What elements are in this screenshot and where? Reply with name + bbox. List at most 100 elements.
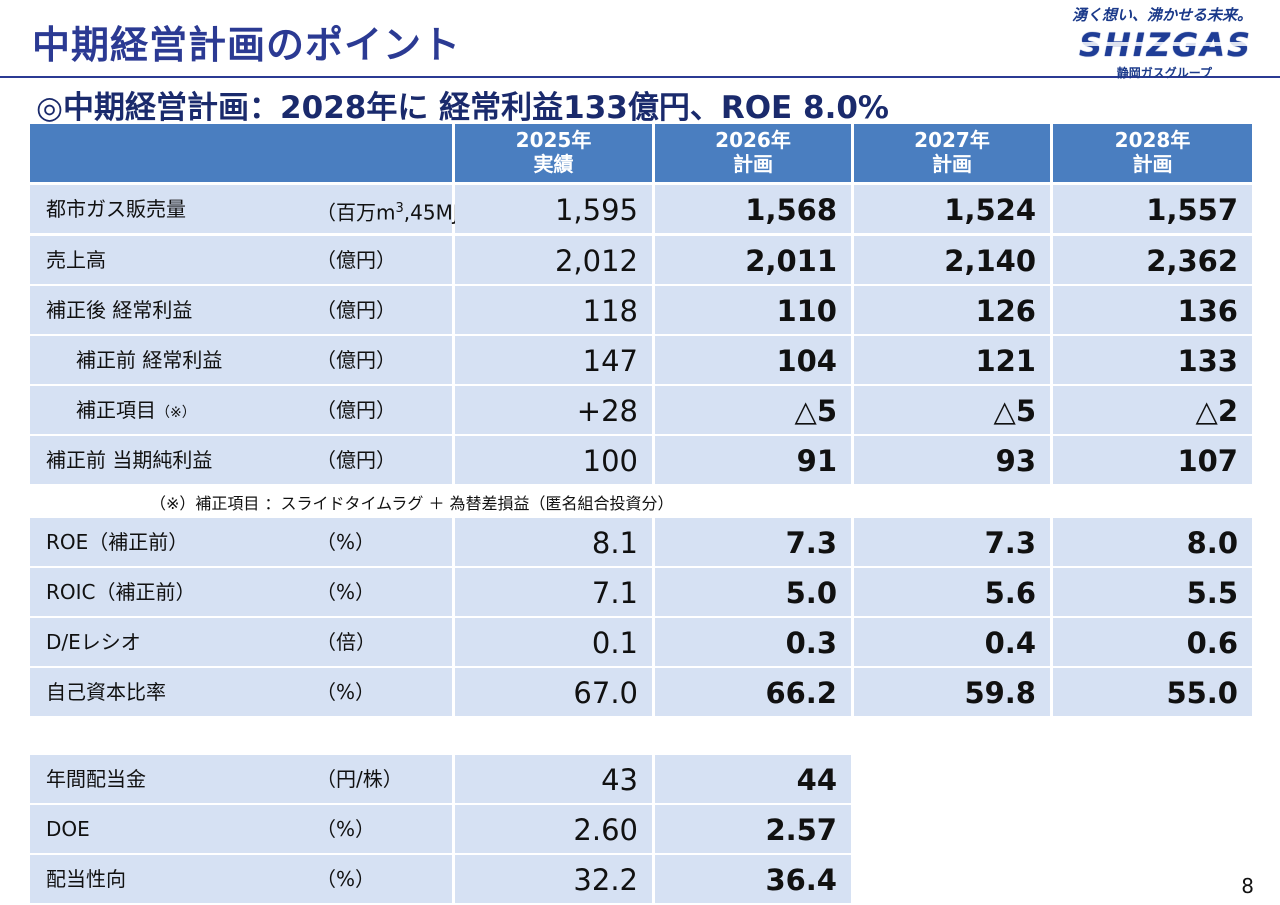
header-col-2025: 2025年 実績 — [455, 124, 652, 182]
value-2025: 1,595 — [455, 185, 652, 233]
value-2027: 2,140 — [854, 236, 1050, 284]
value-2028: 2,362 — [1053, 236, 1252, 284]
row-label: DOE — [46, 817, 90, 841]
value-2026: 91 — [655, 436, 851, 484]
value-2026: 1,568 — [655, 185, 851, 233]
row-label: ROIC（補正前） — [46, 580, 196, 604]
row-unit: （円/株） — [316, 767, 403, 791]
row-label-cell: 自己資本比率 （%） — [30, 668, 452, 716]
title-underline — [0, 76, 1280, 78]
slide-title: 中期経営計画のポイント — [32, 23, 462, 67]
row-label: 年間配当金 — [46, 767, 146, 791]
value-2028: 107 — [1053, 436, 1252, 484]
value-2028: △2 — [1053, 386, 1252, 434]
row-label-cell: 配当性向 （%） — [30, 855, 452, 903]
value-2028: 1,557 — [1053, 185, 1252, 233]
value-2027: △5 — [854, 386, 1050, 434]
value-2025: 118 — [455, 286, 652, 334]
value-2026: 110 — [655, 286, 851, 334]
header-year: 2027年 — [914, 128, 990, 152]
value-2027: 93 — [854, 436, 1050, 484]
value-2027: 0.4 — [854, 618, 1050, 666]
row-label-cell: ROE（補正前） （%） — [30, 518, 452, 566]
header-col-2027: 2027年 計画 — [854, 124, 1050, 182]
header-year: 2026年 — [715, 128, 791, 152]
row-label-cell: 補正項目（※） （億円） — [30, 386, 452, 434]
row-label: 補正前 経常利益 — [76, 348, 223, 372]
row-label-cell: 補正前 経常利益 （億円） — [30, 336, 452, 384]
value-2025: 2.60 — [455, 805, 652, 853]
value-2025: 100 — [455, 436, 652, 484]
header-blank — [30, 124, 452, 182]
value-2025: 147 — [455, 336, 652, 384]
row-unit: （億円） — [316, 348, 396, 372]
logo-stripe — [1060, 42, 1248, 46]
row-label: 補正項目 — [76, 398, 156, 422]
row-label: ROE（補正前） — [46, 530, 189, 554]
row-unit: （億円） — [316, 298, 396, 322]
row-label: 補正前 当期純利益 — [46, 448, 213, 472]
value-2025: 0.1 — [455, 618, 652, 666]
value-2027: 126 — [854, 286, 1050, 334]
value-2026: 7.3 — [655, 518, 851, 566]
header-year: 2025年 — [515, 128, 592, 152]
slide-subtitle: ◎中期経営計画：2028年に 経常利益133億円、ROE 8.0% — [36, 90, 889, 126]
value-2028: 133 — [1053, 336, 1252, 384]
row-label: 補正後 経常利益 — [46, 298, 193, 322]
row-unit: （億円） — [316, 248, 396, 272]
row-label-cell: 補正後 経常利益 （億円） — [30, 286, 452, 334]
value-2025: +28 — [455, 386, 652, 434]
value-2027: 59.8 — [854, 668, 1050, 716]
header-col-2026: 2026年 計画 — [655, 124, 851, 182]
row-unit: （億円） — [316, 398, 396, 422]
value-2028: 136 — [1053, 286, 1252, 334]
value-2027: 1,524 — [854, 185, 1050, 233]
row-label-cell: 補正前 当期純利益 （億円） — [30, 436, 452, 484]
row-label: 都市ガス販売量 — [46, 197, 186, 221]
value-2026: 104 — [655, 336, 851, 384]
row-unit: （億円） — [316, 448, 396, 472]
row-label-cell: ROIC（補正前） （%） — [30, 568, 452, 616]
row-label: 売上高 — [46, 248, 106, 272]
value-2027: 5.6 — [854, 568, 1050, 616]
row-unit: （%） — [316, 580, 376, 604]
value-2026: 0.3 — [655, 618, 851, 666]
logo-tagline: 湧く想い、沸かせる未来。 — [1071, 6, 1252, 24]
footnote: （※）補正項目 ：スライドタイムラグ ＋ 為替差損益（匿名組合投資分） — [150, 494, 674, 513]
value-2027: 7.3 — [854, 518, 1050, 566]
header-col-2028: 2028年 計画 — [1053, 124, 1252, 182]
header-kind: 計画 — [1132, 152, 1173, 176]
value-2026: 36.4 — [655, 855, 851, 903]
row-label-cell: D/Eレシオ （倍） — [30, 618, 452, 666]
value-2025: 67.0 — [455, 668, 652, 716]
header-kind: 実績 — [533, 152, 574, 176]
row-unit: （%） — [316, 680, 376, 704]
row-label: 自己資本比率 — [46, 680, 166, 704]
row-label: D/Eレシオ — [46, 630, 141, 654]
row-unit: （%） — [316, 867, 376, 891]
value-2025: 8.1 — [455, 518, 652, 566]
value-2026: 2,011 — [655, 236, 851, 284]
value-2028: 0.6 — [1053, 618, 1252, 666]
value-2027: 121 — [854, 336, 1050, 384]
header-year: 2028年 — [1114, 128, 1191, 152]
row-label-cell: DOE （%） — [30, 805, 452, 853]
row-unit: （%） — [316, 530, 376, 554]
value-2026: 2.57 — [655, 805, 851, 853]
company-logo: 湧く想い、沸かせる未来。 SHIZGAS 静岡ガスグループ — [1052, 4, 1252, 80]
value-2026: 44 — [655, 755, 851, 803]
value-2026: 66.2 — [655, 668, 851, 716]
value-2026: △5 — [655, 386, 851, 434]
header-kind: 計画 — [932, 152, 972, 176]
header-kind: 計画 — [733, 152, 773, 176]
row-label-note-mark: （※） — [156, 405, 196, 421]
value-2025: 43 — [455, 755, 652, 803]
value-2025: 32.2 — [455, 855, 652, 903]
row-label-cell: 都市ガス販売量 （百万m3,45MJ） — [30, 185, 479, 233]
value-2026: 5.0 — [655, 568, 851, 616]
row-unit: （倍） — [316, 630, 376, 654]
value-2025: 7.1 — [455, 568, 652, 616]
value-2025: 2,012 — [455, 236, 652, 284]
row-label: 配当性向 — [46, 867, 126, 891]
logo-group-name: 静岡ガスグループ — [1116, 66, 1212, 80]
